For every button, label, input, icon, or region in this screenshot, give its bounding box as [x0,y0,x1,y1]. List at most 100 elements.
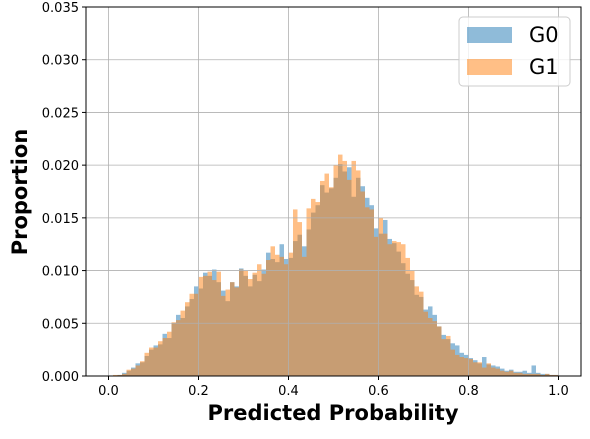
histogram-bar [212,280,217,376]
histogram-bar [383,233,388,376]
histogram-bar [158,341,163,376]
histogram-bar [486,363,491,376]
histogram-bar [509,370,514,376]
histogram-bar [342,160,347,376]
histogram-bar [230,282,235,376]
histogram-bar [554,374,559,376]
histogram-bar [419,291,424,376]
y-tick-label: 0.025 [42,106,79,121]
histogram-bar [180,310,185,376]
histogram-bar [329,187,334,376]
histogram-bar [149,347,154,376]
histogram-bar [360,191,365,376]
histogram-bar [113,374,118,376]
histogram-bar [293,209,298,376]
histogram-bar [347,179,352,376]
histogram-bar [207,271,212,376]
histogram-bar [194,293,199,376]
histogram-bar [320,180,325,376]
histogram-bar [423,311,428,376]
histogram-bar [428,318,433,376]
histogram-bar [401,244,406,376]
histogram-bar [387,244,392,376]
histogram-bar [504,371,509,376]
y-tick-label: 0.005 [42,317,79,332]
histogram-bar [266,260,271,376]
histogram-bar [122,373,127,376]
x-tick-label: 0.6 [368,384,389,399]
y-axis-label: Proportion [8,129,32,256]
histogram-bar [284,264,289,376]
histogram-bar [405,257,410,376]
histogram-bar [239,269,244,376]
histogram-bar [248,279,253,376]
histogram-bar [495,368,500,376]
histogram-bar [351,160,356,376]
legend-label: G1 [529,55,559,79]
histogram-bar [176,320,181,376]
legend-swatch [467,27,512,43]
legend-label: G0 [529,23,559,47]
histogram-bar [446,335,451,376]
histogram-bar [270,246,275,376]
histogram-bar [279,256,284,376]
histogram-bar [464,358,469,376]
histogram-bar [522,373,527,376]
histogram-bar [513,372,518,376]
x-axis-label: Predicted Probability [207,401,458,425]
x-tick-label: 0.0 [98,384,119,399]
histogram-bar [144,352,149,376]
histogram-bar [131,368,136,376]
histogram-bar [531,365,536,376]
histogram-bar [135,365,140,376]
histogram-bar [536,373,541,376]
histogram-bar [153,347,158,376]
histogram-bar [477,362,482,376]
histogram-bar [545,373,550,376]
histogram-bar [491,367,496,376]
y-tick-label: 0.030 [42,54,79,69]
histogram-bar [432,321,437,376]
histogram-bar [378,217,383,376]
x-tick-label: 0.4 [278,384,299,399]
histogram-bar [221,295,226,376]
histogram-bar [450,349,455,376]
histogram-bar [527,373,532,376]
histogram-bar [162,338,167,376]
histogram-bar [198,276,203,376]
histogram-bar [306,208,311,376]
histogram-bar [311,198,316,376]
histogram-bar [171,322,176,376]
histogram-bar [441,339,446,376]
histogram-bar [482,357,487,376]
histogram-bar [275,254,280,376]
histogram-bar [482,367,487,376]
plot-frame [85,6,582,377]
histogram-bar [365,207,370,376]
histogram-bar [531,373,536,376]
histogram-bar [140,361,145,376]
y-tick-label: 0.000 [42,370,79,385]
histogram-bar [540,374,545,376]
histogram-bar [302,256,307,376]
histogram-bar [392,241,397,376]
histogram-bar [518,372,523,376]
histogram-bar [338,154,343,376]
histogram-bar [459,357,464,376]
histogram-bar [522,370,527,376]
histogram-bar [167,331,172,376]
histogram-bar [414,286,419,376]
histogram-bar [315,202,320,376]
histogram-bar [257,264,262,376]
histogram-bar [396,242,401,376]
histogram-bar [374,236,379,376]
histogram-bar [297,222,302,376]
histogram-bar [216,271,221,376]
histogram-bar [455,354,460,376]
histogram-bar [437,326,442,376]
x-tick-label: 1.0 [548,384,569,399]
y-tick-label: 0.035 [42,1,79,16]
histogram-bar [324,173,329,376]
